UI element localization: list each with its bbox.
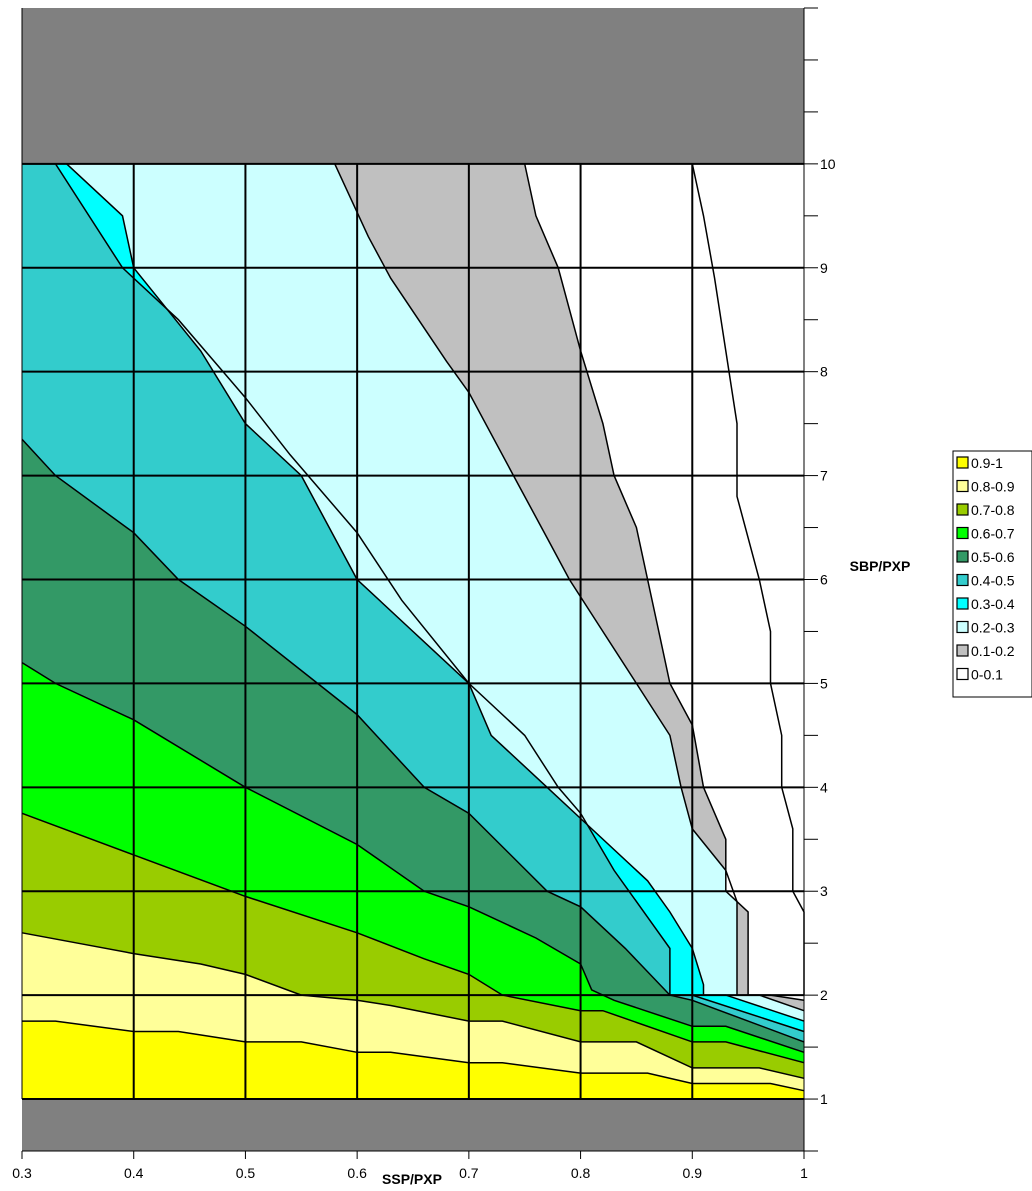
x-axis-title: SSP/PXP <box>382 1171 442 1187</box>
y-tick-label: 1 <box>820 1091 828 1107</box>
legend-swatch <box>956 526 969 540</box>
legend-label: 0.5-0.6 <box>971 549 1015 565</box>
x-tick-label: 0.4 <box>124 1165 144 1181</box>
out-of-range-band-top <box>22 8 804 164</box>
x-tick-label: 0.6 <box>347 1165 367 1181</box>
contour-line <box>21 812 805 1064</box>
legend-label: 0.9-1 <box>971 455 1003 471</box>
legend-swatch <box>956 597 969 610</box>
y-tick-label: 8 <box>820 364 828 380</box>
band-region-9 <box>524 163 804 1001</box>
out-of-range-band-bottom <box>22 1099 804 1151</box>
contour-line <box>66 163 805 1022</box>
legend-label: 0.4-0.5 <box>971 573 1015 589</box>
contour-line <box>523 163 805 1002</box>
contour-lines <box>21 163 805 1092</box>
legend-swatch <box>956 479 969 493</box>
contour-line <box>21 438 805 1043</box>
y-axis-title: SBP/PXP <box>850 558 911 574</box>
legend-label: 0-0.1 <box>971 667 1003 683</box>
x-tick-label: 0.7 <box>459 1165 479 1181</box>
contour-line <box>21 661 805 1054</box>
legend-swatch <box>956 550 969 563</box>
legend: 0.9-1 0.8-0.9 0.7-0.8 0.6-0.7 0.5-0.6 0.4-0.5… <box>952 450 1032 698</box>
legend-swatch <box>956 456 969 469</box>
legend-label: 0.8-0.9 <box>971 479 1015 495</box>
contour-line <box>334 163 805 1012</box>
y-tick-label: 3 <box>820 883 828 899</box>
y-tick-label: 2 <box>820 987 828 1003</box>
legend-swatch <box>956 620 969 634</box>
legend-label: 0.2-0.3 <box>971 620 1015 636</box>
legend-swatch <box>956 644 969 657</box>
y-tick-label: 9 <box>820 260 828 276</box>
x-tick-label: 1 <box>800 1165 808 1181</box>
y-tick-label: 4 <box>820 779 828 795</box>
x-tick-label: 0.9 <box>683 1165 703 1181</box>
contour-line <box>22 1020 805 1092</box>
y-tick-label: 10 <box>820 156 836 172</box>
x-tick-label: 0.8 <box>571 1165 591 1181</box>
legend-label: 0.1-0.2 <box>971 643 1015 659</box>
contour-line <box>21 932 805 1080</box>
legend-swatch <box>956 573 969 587</box>
legend-label: 0.6-0.7 <box>971 526 1015 542</box>
x-tick-label: 0.3 <box>12 1165 32 1181</box>
y-tick-label: 5 <box>820 675 828 691</box>
legend-label: 0.7-0.8 <box>971 502 1015 518</box>
legend-label: 0.3-0.4 <box>971 596 1015 612</box>
legend-swatch <box>956 667 969 681</box>
contour-line <box>691 163 805 996</box>
axes: 0.3 0.4 0.5 0.6 0.7 0.8 0.9 1 1 2 3 4 5 6 7 8 9 10 <box>12 7 836 1181</box>
legend-swatch <box>956 503 969 516</box>
y-tick-label: 7 <box>820 468 828 484</box>
y-tick-label: 6 <box>820 572 828 588</box>
x-tick-label: 0.5 <box>236 1165 256 1181</box>
